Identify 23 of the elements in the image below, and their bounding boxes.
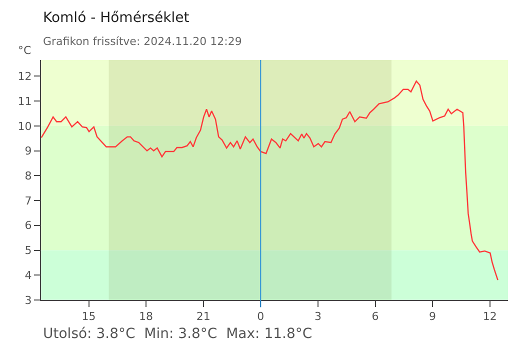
x-tick-label: 6 (372, 310, 379, 324)
x-tick-label: 3 (314, 310, 322, 324)
y-tick-label: 11 (18, 94, 32, 108)
x-tick-label: 9 (429, 310, 436, 324)
y-tick-label: 3 (24, 294, 32, 307)
chart-title: Komló - Hőmérséklet (43, 10, 190, 26)
y-tick-label: 8 (24, 170, 32, 182)
chart-subtitle: Grafikon frissítve: 2024.11.20 12:29 (43, 35, 242, 48)
y-axis-title: °C (18, 44, 32, 57)
y-tick-label: 10 (18, 120, 32, 133)
y-tick-label: 5 (24, 244, 32, 258)
x-tick-label: 0 (257, 310, 264, 324)
y-tick-label: 7 (24, 194, 32, 208)
y-tick-label: 4 (24, 268, 32, 282)
x-tick-label: 12 (482, 310, 497, 324)
x-tick-label: 21 (196, 310, 210, 324)
y-tick-label: 12 (18, 70, 32, 84)
x-tick-label: 18 (139, 310, 154, 324)
x-tick-label: 15 (82, 310, 96, 324)
y-tick-label: 6 (24, 219, 32, 232)
y-tick-label: 9 (24, 144, 32, 158)
line-series (41, 80, 498, 281)
text: Utolsó: 3.8°C Min: 3.8°C Max: 11.8°C (43, 326, 312, 342)
